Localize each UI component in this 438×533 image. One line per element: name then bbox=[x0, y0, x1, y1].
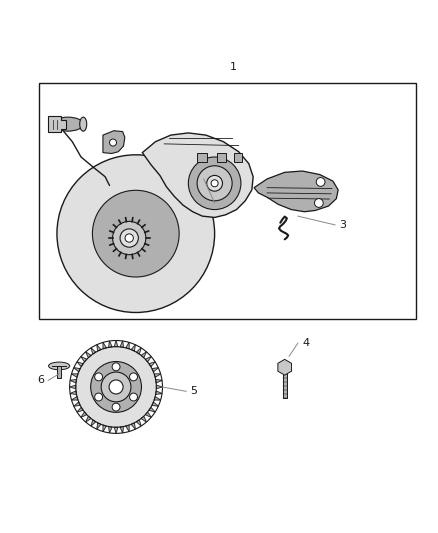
Circle shape bbox=[112, 403, 120, 411]
Polygon shape bbox=[109, 426, 112, 433]
Polygon shape bbox=[149, 362, 155, 367]
Polygon shape bbox=[70, 385, 76, 389]
Polygon shape bbox=[131, 423, 135, 429]
Text: 4: 4 bbox=[302, 338, 309, 348]
Polygon shape bbox=[103, 425, 106, 432]
Polygon shape bbox=[91, 348, 96, 354]
Polygon shape bbox=[254, 171, 338, 212]
Circle shape bbox=[57, 155, 215, 312]
Polygon shape bbox=[136, 348, 141, 354]
Polygon shape bbox=[103, 342, 106, 349]
Polygon shape bbox=[114, 427, 118, 433]
Polygon shape bbox=[126, 342, 129, 349]
Polygon shape bbox=[155, 391, 162, 394]
Polygon shape bbox=[86, 352, 91, 358]
Polygon shape bbox=[141, 416, 146, 422]
Circle shape bbox=[130, 393, 138, 401]
Polygon shape bbox=[74, 402, 80, 406]
Circle shape bbox=[112, 363, 120, 371]
Polygon shape bbox=[71, 397, 78, 400]
Polygon shape bbox=[97, 423, 101, 429]
Polygon shape bbox=[81, 357, 87, 362]
Polygon shape bbox=[109, 341, 112, 348]
Ellipse shape bbox=[49, 362, 70, 370]
Circle shape bbox=[92, 190, 179, 277]
Circle shape bbox=[188, 157, 241, 209]
Polygon shape bbox=[114, 341, 118, 346]
Circle shape bbox=[120, 229, 138, 247]
Polygon shape bbox=[136, 420, 141, 426]
Circle shape bbox=[95, 373, 102, 381]
Bar bbox=[197, 154, 207, 162]
Polygon shape bbox=[152, 368, 158, 372]
Circle shape bbox=[76, 346, 156, 427]
Polygon shape bbox=[149, 407, 155, 412]
Text: 1: 1 bbox=[230, 62, 237, 72]
Polygon shape bbox=[152, 402, 158, 406]
Polygon shape bbox=[70, 379, 77, 383]
Polygon shape bbox=[70, 391, 77, 394]
Circle shape bbox=[211, 180, 218, 187]
Bar bbox=[217, 154, 226, 162]
Circle shape bbox=[109, 380, 123, 394]
Circle shape bbox=[130, 373, 138, 381]
Polygon shape bbox=[120, 426, 124, 433]
Polygon shape bbox=[74, 368, 80, 372]
Text: 6: 6 bbox=[37, 375, 44, 385]
Polygon shape bbox=[77, 362, 83, 367]
Circle shape bbox=[125, 234, 133, 242]
Circle shape bbox=[91, 361, 141, 413]
Polygon shape bbox=[48, 116, 66, 132]
Circle shape bbox=[316, 177, 325, 187]
Polygon shape bbox=[141, 352, 146, 358]
Polygon shape bbox=[81, 412, 87, 417]
Polygon shape bbox=[154, 374, 161, 377]
Text: 5: 5 bbox=[191, 386, 198, 397]
Polygon shape bbox=[154, 397, 161, 400]
Circle shape bbox=[101, 372, 131, 402]
Polygon shape bbox=[126, 425, 129, 432]
Polygon shape bbox=[120, 341, 124, 348]
Circle shape bbox=[314, 199, 323, 207]
Ellipse shape bbox=[80, 117, 87, 131]
Bar bbox=[57, 366, 61, 378]
Ellipse shape bbox=[53, 117, 83, 131]
Polygon shape bbox=[91, 420, 96, 426]
Polygon shape bbox=[97, 345, 101, 351]
Circle shape bbox=[197, 166, 232, 201]
Polygon shape bbox=[278, 359, 292, 375]
Circle shape bbox=[113, 221, 146, 255]
Polygon shape bbox=[145, 412, 151, 417]
Polygon shape bbox=[155, 379, 162, 383]
Polygon shape bbox=[103, 131, 125, 154]
Circle shape bbox=[207, 175, 223, 191]
Bar bbox=[234, 154, 242, 162]
Polygon shape bbox=[71, 374, 78, 377]
Polygon shape bbox=[77, 407, 83, 412]
Circle shape bbox=[95, 393, 102, 401]
Text: 2: 2 bbox=[219, 198, 226, 208]
Polygon shape bbox=[145, 357, 151, 362]
Text: 3: 3 bbox=[339, 220, 346, 230]
Bar bbox=[283, 367, 287, 398]
Polygon shape bbox=[156, 385, 162, 389]
Polygon shape bbox=[86, 416, 91, 422]
Polygon shape bbox=[131, 345, 135, 351]
Circle shape bbox=[110, 139, 117, 146]
Polygon shape bbox=[142, 133, 253, 217]
Bar bbox=[39, 83, 416, 319]
